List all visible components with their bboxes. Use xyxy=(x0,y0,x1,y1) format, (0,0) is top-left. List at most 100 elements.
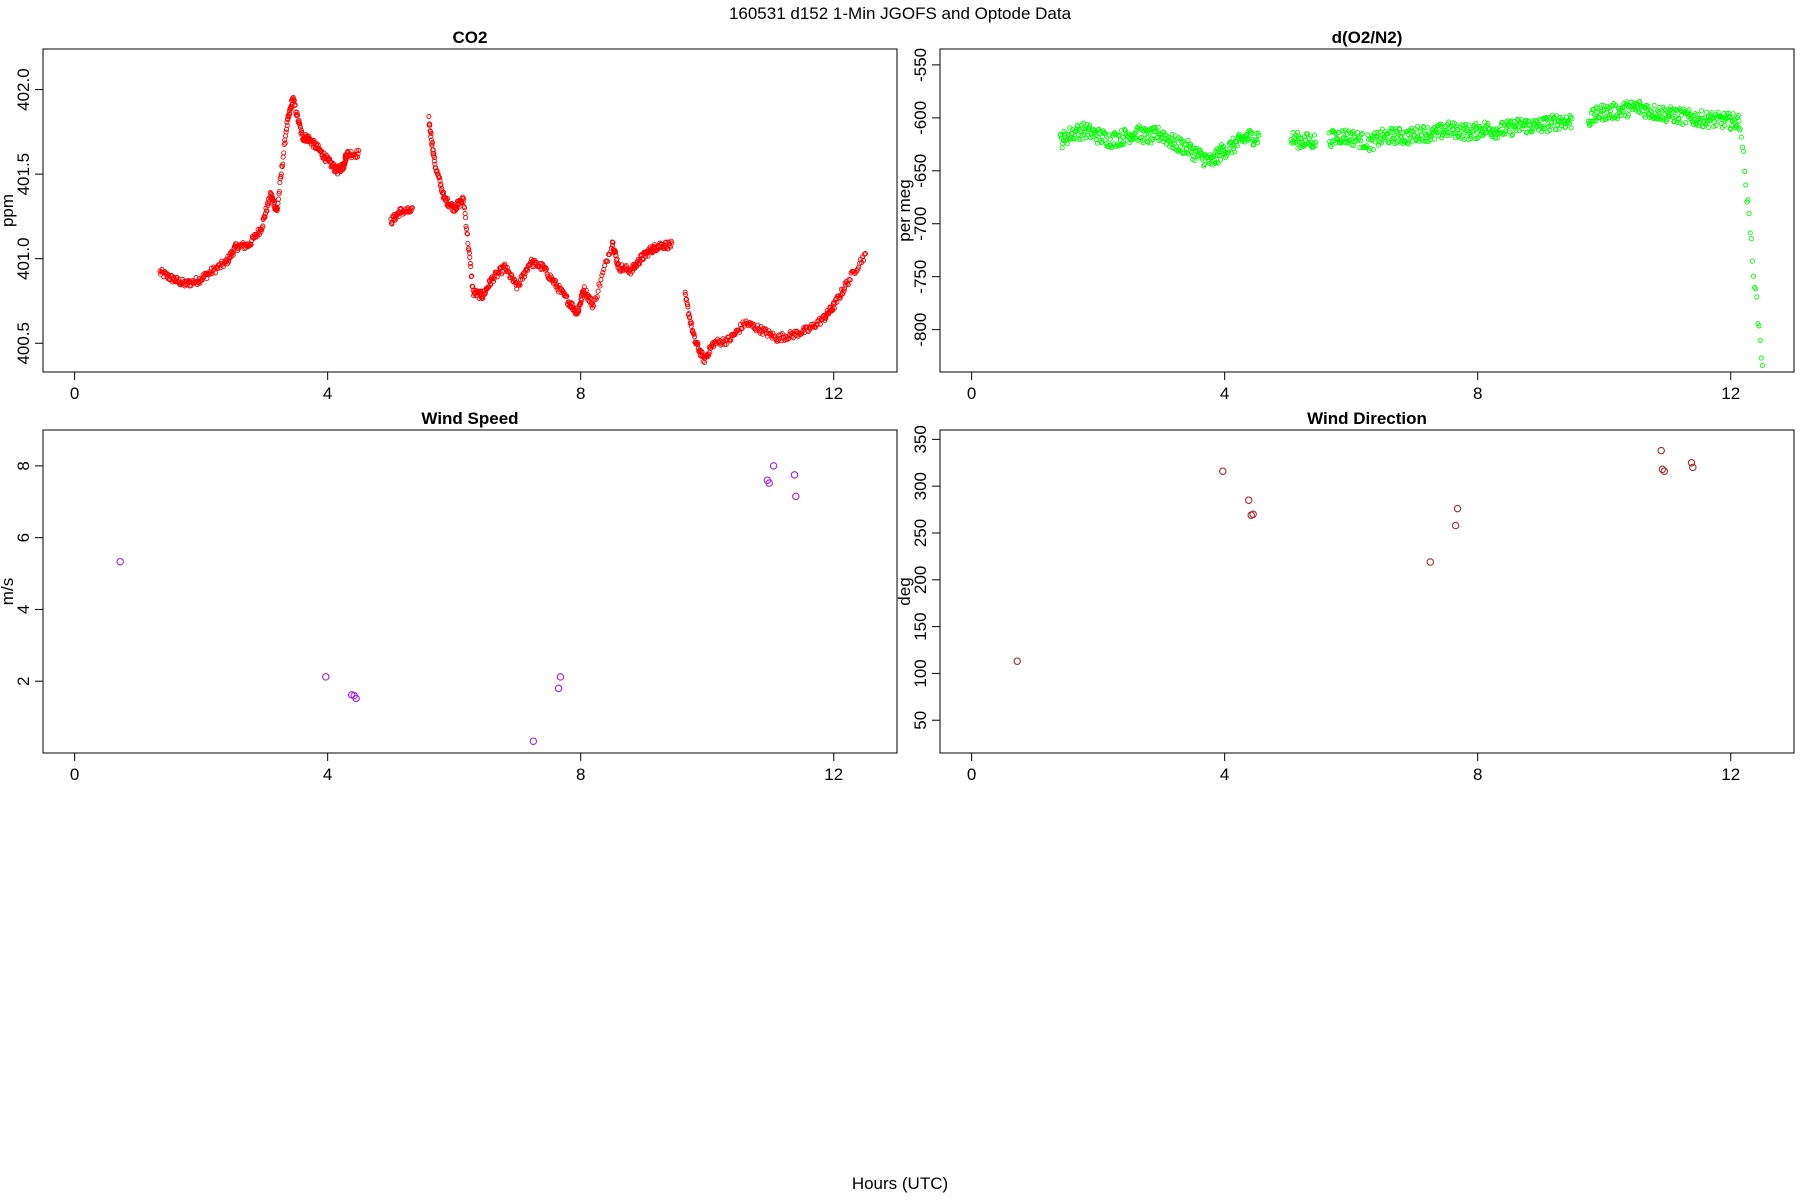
data-point xyxy=(1339,139,1345,145)
data-point xyxy=(1293,132,1299,138)
data-point xyxy=(1494,126,1500,132)
data-point xyxy=(1081,120,1087,126)
data-point xyxy=(1177,144,1183,150)
data-point xyxy=(1566,121,1572,127)
data-point xyxy=(1168,136,1175,142)
data-point xyxy=(1161,129,1167,136)
data-point xyxy=(1432,136,1438,142)
data-point xyxy=(1217,144,1223,151)
data-point xyxy=(1470,128,1476,134)
data-point xyxy=(688,323,694,329)
data-point xyxy=(1255,130,1261,136)
data-point xyxy=(616,261,622,267)
data-point xyxy=(767,330,774,336)
data-point xyxy=(543,266,550,272)
y-tick-label: -800 xyxy=(911,313,930,347)
data-point xyxy=(1661,117,1667,123)
data-point xyxy=(1172,141,1178,147)
data-point xyxy=(283,129,289,135)
data-point xyxy=(271,199,278,206)
data-point xyxy=(1387,139,1393,145)
panel-wind-direction: Wind Direction 0 4 8 12 50 100 150 200 250 300 350 d… xyxy=(895,409,1795,784)
data-point xyxy=(1513,127,1519,133)
data-point xyxy=(322,673,330,681)
data-point xyxy=(1657,110,1663,116)
data-point xyxy=(1396,126,1402,132)
data-point xyxy=(1059,145,1065,151)
data-point xyxy=(689,320,695,326)
data-point xyxy=(1551,114,1557,120)
y-tick-label: 100 xyxy=(911,659,930,687)
data-point xyxy=(1452,130,1458,136)
data-point xyxy=(809,324,815,330)
data-point xyxy=(1704,109,1710,115)
data-point xyxy=(765,479,773,487)
data-point xyxy=(605,258,611,265)
data-point xyxy=(578,300,584,306)
data-point xyxy=(1415,123,1421,129)
x-tick-label: 8 xyxy=(576,384,585,403)
data-point xyxy=(402,206,409,212)
data-point xyxy=(1553,127,1559,133)
data-point xyxy=(409,205,415,211)
data-point xyxy=(468,264,474,270)
panel-title: d(O2/N2) xyxy=(1332,28,1403,47)
data-point xyxy=(1412,126,1418,132)
data-point xyxy=(1328,144,1334,150)
data-point xyxy=(1444,133,1450,139)
y-tick-label: 402.0 xyxy=(14,68,33,111)
data-point xyxy=(212,270,218,276)
data-point xyxy=(434,168,440,174)
data-point xyxy=(1101,130,1108,136)
data-point xyxy=(1737,126,1743,132)
data-point xyxy=(769,462,778,470)
data-point xyxy=(1451,521,1460,530)
data-point xyxy=(509,272,515,278)
data-point xyxy=(1472,136,1478,142)
data-point xyxy=(278,171,284,177)
data-point xyxy=(488,281,494,288)
data-point xyxy=(1395,138,1401,144)
data-point xyxy=(1699,108,1705,114)
panel-o2n2: d(O2/N2) 0 4 8 12 -800 -750 -700 -650 -600 -550 per… xyxy=(895,28,1795,403)
data-point xyxy=(462,210,468,217)
data-point xyxy=(1437,123,1443,130)
data-point xyxy=(285,116,291,122)
data-point xyxy=(1120,139,1127,145)
data-point xyxy=(722,341,728,348)
x-tick-label: 4 xyxy=(323,765,332,784)
data-point xyxy=(1404,129,1410,135)
data-point xyxy=(1625,114,1631,120)
data-point xyxy=(1358,131,1365,137)
data-point xyxy=(294,109,300,115)
data-point xyxy=(432,155,438,161)
data-point xyxy=(606,251,613,257)
data-point xyxy=(392,217,398,223)
data-point xyxy=(683,296,690,302)
data-point xyxy=(1475,135,1481,141)
data-point xyxy=(461,196,467,202)
data-point xyxy=(296,117,302,124)
data-point xyxy=(311,137,317,143)
data-point xyxy=(799,330,805,336)
data-point xyxy=(1702,114,1708,120)
data-point xyxy=(683,291,689,298)
data-point xyxy=(1223,149,1229,156)
data-point xyxy=(299,129,305,136)
data-point xyxy=(1498,122,1504,128)
data-point xyxy=(1401,129,1407,135)
data-point xyxy=(1153,128,1159,134)
data-point xyxy=(292,102,298,108)
data-point xyxy=(1074,136,1080,142)
data-point xyxy=(1344,131,1350,137)
data-point xyxy=(1568,125,1574,131)
data-point xyxy=(1692,111,1698,117)
data-point xyxy=(1239,138,1245,144)
data-point xyxy=(845,282,851,288)
data-point xyxy=(1758,355,1764,361)
data-point xyxy=(598,277,604,283)
data-point xyxy=(728,337,734,343)
data-point xyxy=(444,196,451,202)
data-point xyxy=(1215,160,1221,166)
data-point xyxy=(614,256,620,262)
